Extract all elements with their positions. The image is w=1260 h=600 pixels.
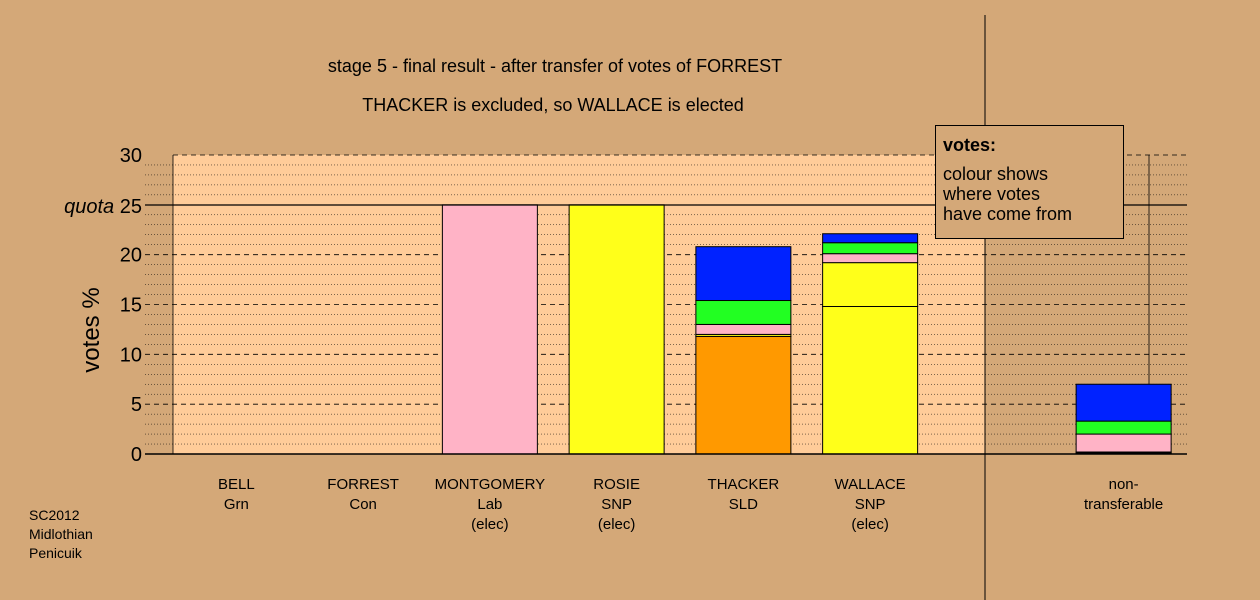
y-ticks: 0 5 10 15 20 30 [120, 145, 142, 466]
x-tick-label: ROSIE [593, 476, 640, 493]
legend-line: colour shows [943, 164, 1049, 184]
bar-segment [822, 233, 919, 244]
chart-subtitle: THACKER is excluded, so WALLACE is elect… [362, 95, 743, 115]
y-tick-label: 5 [131, 394, 142, 416]
legend-line: where votes [943, 184, 1041, 204]
bar-segment [822, 242, 919, 255]
bar-segment [695, 323, 792, 335]
bar-segment [695, 300, 792, 325]
x-tick-label: SLD [729, 496, 758, 513]
legend-line: have come from [943, 204, 1073, 224]
bar-segment [441, 204, 538, 455]
bars [441, 204, 1172, 455]
x-tick-label: FORREST [327, 476, 399, 493]
bar-segment [695, 246, 792, 302]
chart-title: stage 5 - final result - after transfer … [328, 56, 782, 76]
x-tick-label: SNP [601, 496, 632, 513]
x-tick-label: (elec) [851, 516, 889, 533]
y-tick-label: 10 [120, 344, 142, 366]
x-tick-label: Grn [224, 496, 249, 513]
footnote-line: Penicuik [29, 545, 82, 561]
bar-segment [822, 262, 919, 307]
footnote: SC2012 Midlothian Penicuik [29, 506, 93, 563]
x-tick-label: SNP [855, 496, 886, 513]
bar-segment [822, 305, 919, 455]
legend: votes: colour shows where votes have com… [935, 125, 1124, 239]
x-tick-label: MONTGOMERY [435, 476, 546, 493]
quota-label: quota 25 [64, 196, 142, 218]
legend-title: votes: [943, 135, 997, 155]
x-tick-label: THACKER [708, 476, 780, 493]
x-tick-label: WALLACE [835, 476, 906, 493]
y-tick-label: 0 [131, 444, 142, 466]
x-tick-label: (elec) [471, 516, 509, 533]
y-tick-label: 15 [120, 295, 142, 317]
bar-segment [1075, 383, 1172, 422]
y-axis-label: votes % [78, 287, 105, 372]
footnote-line: SC2012 [29, 507, 80, 523]
x-tick-label: transferable [1084, 496, 1163, 513]
bar-segment [1075, 433, 1172, 453]
y-tick-label: 30 [120, 145, 142, 167]
x-tick-label: non- [1109, 476, 1139, 493]
bar-segment [695, 335, 792, 455]
x-labels: BELL Grn FORREST Con MONTGOMERY Lab (elec) ROSI… [218, 476, 1163, 533]
bar-segment [1075, 420, 1172, 435]
footnote-line: Midlothian [29, 526, 93, 542]
x-tick-label: BELL [218, 476, 255, 493]
x-tick-label: Lab [477, 496, 502, 513]
x-tick-label: (elec) [598, 516, 636, 533]
bar-segment [568, 204, 665, 455]
y-tick-label: 20 [120, 245, 142, 267]
x-tick-label: Con [349, 496, 377, 513]
bar-segment [822, 253, 919, 264]
